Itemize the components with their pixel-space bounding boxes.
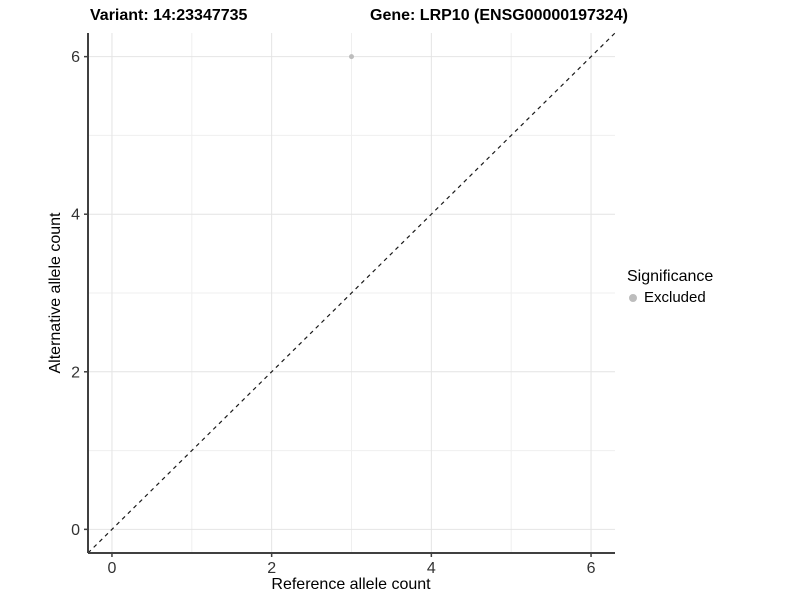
legend-item-excluded: Excluded: [627, 289, 713, 306]
x-tick-label: 2: [267, 560, 276, 577]
legend-title: Significance: [627, 268, 714, 285]
x-tick-label: 6: [587, 560, 596, 577]
plot-title-variant: Variant: 14:23347735: [90, 7, 248, 24]
y-tick-label: 6: [71, 49, 80, 66]
data-point: [349, 54, 354, 60]
y-tick-label: 4: [71, 207, 80, 224]
y-tick-label: 0: [71, 522, 80, 539]
x-tick-label: 4: [427, 560, 436, 577]
legend-point-icon: [629, 293, 637, 302]
plot-title-gene: Gene: LRP10 (ENSG00000197324): [370, 7, 628, 24]
y-tick-label: 2: [71, 364, 80, 381]
legend: Significance Excluded: [627, 268, 713, 306]
y-axis-label: Alternative allele count: [47, 212, 64, 374]
identity-dashed-line: [87, 32, 616, 554]
x-tick-label: 0: [108, 560, 117, 577]
legend-item-label: Excluded: [644, 289, 706, 306]
x-axis-label: Reference allele count: [271, 576, 431, 593]
